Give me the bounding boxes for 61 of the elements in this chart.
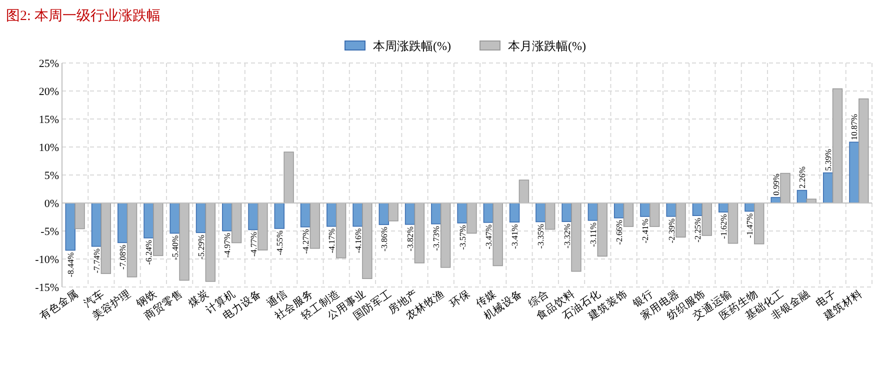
y-tick-label: -10% — [35, 254, 59, 266]
y-tick-label: 15% — [38, 114, 59, 126]
y-tick-label: -5% — [40, 226, 59, 238]
legend-label: 本月涨跌幅(%) — [508, 39, 586, 53]
data-label: -4.97% — [222, 232, 232, 258]
bar — [849, 142, 860, 204]
bar — [274, 202, 284, 229]
data-label: -1.47% — [744, 213, 755, 238]
y-tick-label: 25% — [38, 58, 59, 70]
bar — [457, 202, 468, 224]
y-tick-label: 20% — [38, 86, 59, 98]
y-tick-label: 0% — [44, 198, 59, 210]
data-label: -3.35% — [536, 224, 546, 249]
chart-title: 图2: 本周一级行业涨跌幅 — [6, 8, 160, 24]
bar — [196, 202, 206, 234]
data-label: -3.73% — [431, 226, 442, 251]
bar — [404, 202, 416, 225]
data-label: -3.41% — [510, 224, 520, 249]
data-label: -5.29% — [196, 234, 206, 260]
data-label: -3.82% — [405, 226, 416, 252]
bar — [509, 202, 520, 222]
legend-label: 本周涨跌幅(%) — [373, 39, 451, 53]
data-label: -7.74% — [91, 248, 102, 274]
bar — [326, 202, 337, 227]
data-label: -3.86% — [378, 226, 389, 252]
x-tick-label: 环保 — [448, 288, 473, 310]
data-label: -3.32% — [562, 224, 572, 248]
bar — [823, 172, 834, 204]
bar — [431, 202, 442, 224]
y-tick-label: 10% — [38, 142, 59, 154]
data-label: -4.27% — [300, 228, 311, 254]
bar — [65, 202, 76, 251]
y-tick-label: 5% — [44, 170, 59, 182]
data-label: -3.11% — [588, 222, 598, 247]
data-label: -2.41% — [640, 218, 650, 244]
bar — [144, 202, 154, 238]
data-label: -2.39% — [666, 218, 676, 244]
data-label: -4.55% — [274, 230, 284, 256]
bar — [248, 202, 258, 230]
data-label: -2.66% — [614, 220, 624, 245]
bar — [796, 190, 808, 204]
data-label: 5.39% — [823, 148, 834, 171]
y-tick-label: -15% — [35, 282, 59, 294]
data-label: -4.77% — [248, 232, 258, 257]
data-label: -4.17% — [326, 228, 337, 254]
data-label: 2.26% — [796, 166, 807, 188]
data-label: -2.25% — [692, 218, 702, 242]
bar — [118, 202, 128, 244]
data-label: 10.87% — [849, 114, 860, 140]
bar — [300, 202, 311, 228]
data-label: -6.24% — [144, 240, 154, 265]
data-label: -5.40% — [170, 235, 180, 260]
data-label: -4.16% — [352, 228, 363, 254]
data-label: 0.99% — [770, 173, 781, 196]
data-label: -7.08% — [118, 244, 128, 270]
data-label: -8.44% — [65, 252, 76, 278]
data-label: -1.62% — [718, 214, 729, 239]
bar — [222, 202, 232, 232]
data-label: -3.47% — [483, 224, 494, 250]
bar — [91, 202, 102, 247]
data-label: -3.57% — [457, 224, 468, 250]
